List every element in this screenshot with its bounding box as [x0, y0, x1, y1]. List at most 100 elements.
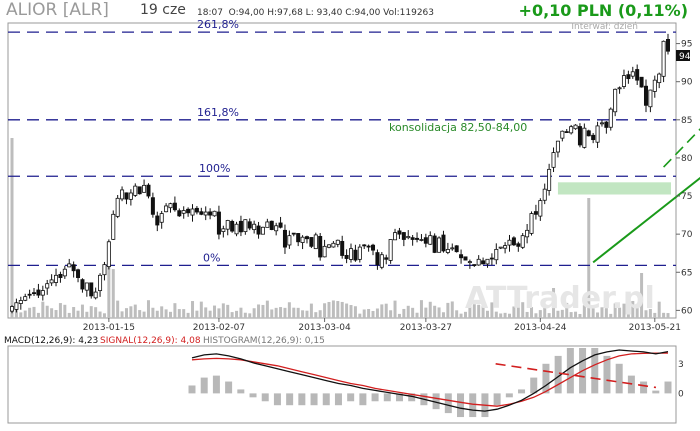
candle-body	[32, 292, 37, 295]
volume-bar	[499, 313, 503, 318]
candle-body	[533, 211, 538, 215]
histogram-bar	[261, 393, 269, 402]
volume-bar	[446, 302, 450, 318]
candle-body	[423, 237, 428, 244]
candle-body	[375, 252, 380, 266]
candle-body	[9, 306, 14, 312]
y-tick-label: 95	[681, 40, 692, 50]
volume-bar	[94, 307, 98, 318]
candle-body	[278, 222, 283, 228]
volume-bar	[270, 309, 274, 318]
volume-bar	[490, 302, 494, 318]
candle-body	[353, 249, 358, 261]
candle-body	[489, 257, 494, 260]
y-tick-label: 70	[681, 230, 693, 240]
candle-body	[393, 232, 398, 241]
candle-body	[36, 289, 41, 296]
candle-body	[573, 124, 578, 130]
candle-body	[98, 274, 103, 292]
fib-label: 161,8%	[197, 106, 239, 119]
volume-bar	[19, 312, 23, 318]
candle-body	[155, 215, 160, 226]
time-readout: 18:07	[197, 8, 223, 18]
candle-body	[274, 225, 279, 232]
histogram-bar	[518, 389, 526, 394]
volume-bar	[230, 312, 234, 318]
volume-bar	[367, 308, 371, 318]
candle-body	[27, 293, 32, 296]
histogram-bar	[371, 393, 379, 402]
candle-body	[287, 235, 292, 246]
volume-bar	[613, 303, 617, 318]
macd-y-tick-label: 0	[678, 389, 684, 399]
candle-body	[230, 220, 235, 232]
histogram-bar	[554, 355, 562, 394]
candle-body	[159, 213, 164, 223]
volume-bar	[226, 304, 230, 318]
candle-body	[212, 210, 217, 217]
volume-bar	[85, 311, 89, 318]
signal-label: SIGNAL(12,26,9): 4,08	[100, 336, 201, 346]
volume-bar	[327, 301, 331, 318]
histogram-bar	[237, 389, 245, 394]
volume-bar	[468, 304, 472, 318]
histogram-bar	[469, 393, 477, 418]
volume-bar	[402, 308, 406, 318]
x-tick-label: 2013-05-21	[629, 323, 681, 333]
volume-bar	[204, 307, 208, 318]
volume-bar	[569, 312, 573, 318]
candle-body	[507, 239, 512, 246]
volume-bar	[23, 310, 27, 318]
candle-body	[608, 108, 613, 128]
histogram-bar	[432, 393, 440, 410]
macd-y-tick-label: 3	[678, 360, 684, 370]
candle-body	[331, 242, 336, 248]
candle-body	[547, 168, 552, 191]
candle-body	[529, 213, 534, 234]
price-pane	[7, 22, 677, 319]
volume-bar	[578, 313, 582, 318]
candle-body	[595, 125, 600, 143]
volume-bar	[177, 309, 181, 318]
volume-bar	[265, 300, 269, 318]
volume-bar	[596, 312, 600, 318]
candle-body	[177, 210, 182, 217]
candle-body	[379, 254, 384, 268]
candle-body	[340, 240, 345, 256]
watermark: ATTrader.pl	[465, 281, 655, 316]
candle-body	[617, 87, 622, 90]
volume-bar	[552, 288, 556, 318]
candle-body	[371, 244, 376, 251]
volume-bar	[472, 304, 476, 318]
volume-bar	[45, 305, 49, 318]
histogram-bar	[225, 381, 233, 394]
volume-bar	[635, 303, 639, 318]
histogram-bar	[408, 393, 416, 402]
candle-body	[621, 75, 626, 87]
candle-body	[428, 235, 433, 245]
candle-body	[102, 264, 107, 276]
volume-bar	[631, 300, 635, 318]
candle-body	[635, 69, 640, 81]
histogram-bar	[640, 381, 648, 394]
ticker-title: ALIOR [ALR]	[6, 0, 109, 20]
x-tick-label: 2013-02-07	[193, 323, 245, 333]
candle-body	[494, 248, 499, 261]
volume-bar	[243, 312, 247, 318]
volume-bar	[609, 313, 613, 318]
volume-bar	[36, 312, 40, 318]
volume-bar	[217, 308, 221, 318]
candle-body	[481, 260, 486, 265]
volume-bar	[133, 304, 137, 318]
volume-bar	[644, 310, 648, 318]
candle-body	[485, 258, 490, 265]
candle-body	[657, 73, 662, 84]
volume-bar	[543, 307, 547, 318]
candle-body	[128, 192, 133, 200]
candle-body	[203, 211, 208, 216]
volume-bar	[257, 304, 261, 318]
candle-body	[582, 127, 587, 148]
fib-label: 261,8%	[197, 18, 239, 31]
volume-bar	[384, 303, 388, 318]
